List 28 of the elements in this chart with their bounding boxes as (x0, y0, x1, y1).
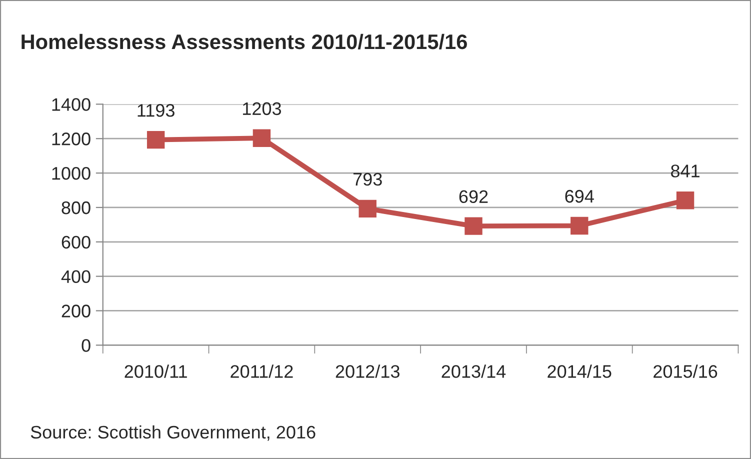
data-label: 793 (353, 172, 382, 186)
y-tick-label: 600 (62, 236, 90, 249)
chart-title: Homelessness Assessments 2010/11-2015/16 (22, 34, 467, 50)
point (464, 217, 482, 235)
x-tick-label: 2011/12 (230, 364, 293, 378)
point (252, 129, 271, 147)
x-tick-label: 2010/11 (124, 364, 187, 378)
y-tick-label: 800 (62, 201, 90, 214)
data-label: 1193 (138, 104, 174, 117)
y-tick-label: 1400 (52, 98, 90, 111)
x-tick-label: 2014/15 (548, 364, 612, 378)
y-tick-label: 0 (82, 339, 90, 352)
y-tick-label: 1000 (52, 166, 90, 180)
y-tick-label: 200 (62, 304, 90, 318)
point (358, 200, 376, 218)
source-note: Source: Scottish Government, 2016 (30, 425, 316, 441)
point (570, 216, 588, 235)
data-label: 1203 (243, 102, 282, 116)
point (146, 130, 165, 149)
x-tick-label: 2013/14 (442, 364, 506, 378)
data-label: 841 (671, 164, 700, 178)
data-label: 694 (565, 190, 594, 203)
x-tick-label: 2015/16 (654, 364, 718, 378)
x-tick-label: 2012/13 (336, 364, 400, 378)
point (676, 192, 694, 210)
y-tick-label: 400 (61, 270, 90, 284)
y-tick-label: 1200 (52, 132, 90, 146)
data-label: 692 (459, 190, 488, 204)
